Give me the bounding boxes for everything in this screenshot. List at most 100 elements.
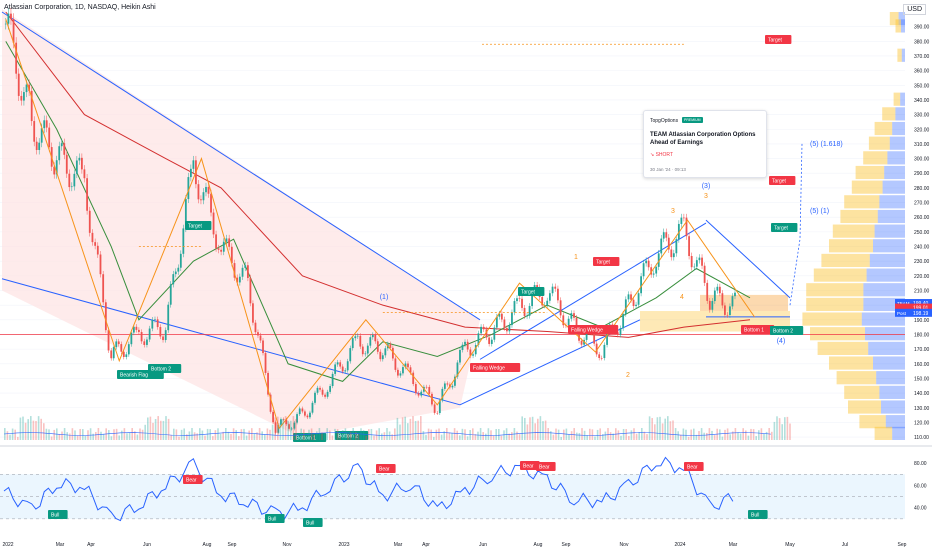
candle-body [58,146,61,161]
target-label-text: Target [596,260,611,266]
price-tick: 210.00 [914,288,930,294]
price-tick: 370.00 [914,54,930,60]
rsi-bear-label [520,461,540,470]
candle-body [306,415,309,418]
price-tick: 360.00 [914,69,930,75]
publication-author[interactable]: TopgOptions [650,118,679,124]
vp-bar-down [874,224,905,238]
volume-bar [417,420,419,440]
volume-bar [435,429,438,440]
vp-bar-down [887,151,905,165]
volume-bar [14,429,16,440]
volume-bar [219,433,222,440]
currency-badge[interactable]: USD [903,4,926,15]
candle-body [585,331,588,340]
volume-bar [209,429,211,440]
target-label-bg [518,287,545,296]
candle-body [174,271,177,275]
volume-bar [479,428,482,440]
candle-body [135,326,138,330]
volume-bar [750,428,752,440]
price-tick: 130.00 [914,406,930,412]
ma-long [5,11,751,338]
candle-body [4,23,7,25]
wave-number: 3 [671,208,675,215]
volume-bar [357,433,360,440]
candle-body [369,337,372,346]
candle-body [472,354,474,356]
falling-wedge-label [568,325,619,334]
candle-body [498,313,501,317]
volume-bar [71,428,74,440]
falling-wedge-label-bg [568,325,619,334]
candle-body [314,392,316,403]
volume-bar [22,416,24,440]
candle-body [140,332,143,342]
volume-bar [682,428,685,440]
candle-body [359,335,362,347]
candle-body [485,329,488,338]
volume-bar [552,434,555,440]
volume-bar [230,433,232,440]
volume-bar [485,433,487,440]
candle-body [425,386,428,388]
volume-bar [412,416,414,440]
candle-body [272,411,274,423]
volume-bar [326,428,328,440]
candle-body [215,234,217,249]
volume-bar [765,431,768,440]
candle-body [635,304,637,306]
candle-body [23,92,25,101]
candle-body [164,330,167,341]
wave-number: 4 [680,294,684,301]
candle-body [177,267,180,272]
volume-bar [461,428,464,440]
candle-body [366,345,369,354]
price-tick: 150.00 [914,376,930,382]
volume-bar [713,435,716,440]
publication-card[interactable]: TopgOptions PREMIUM TEAM Atlassian Corpo… [643,110,767,178]
volume-bar [196,433,198,440]
rsi-bull-label-text: Bull [51,513,59,519]
candle-body [298,408,301,415]
candle-body [102,274,105,303]
volume-bar [503,430,505,440]
candle-body [40,128,43,143]
candle-body [351,338,354,349]
vp-bar-down [884,165,905,180]
volume-bar [596,429,599,440]
volume-bar [152,422,154,440]
time-tick: 2022 [2,542,13,548]
falling-wedge-label-text: Falling Wedge [473,366,505,372]
volume-bar [175,429,178,440]
volume-bar [399,424,401,440]
volume-bar [656,417,659,440]
volume-bar [534,423,536,440]
price-tick: 350.00 [914,83,930,89]
volume-bar [539,416,542,440]
candle-body [63,143,66,155]
volume-bar [625,429,627,440]
candle-body [655,266,658,274]
candle-body [690,256,693,268]
candle-body [120,344,123,352]
candles [4,7,736,435]
price-tick: 140.00 [914,391,930,397]
volume-bar [30,416,32,440]
volume-bar [440,434,443,440]
volume-bar [84,435,87,440]
candle-body [685,217,688,237]
candle-body [570,313,573,319]
candle-body [513,301,516,313]
volume-bar [284,416,287,440]
target-label-bg [185,221,212,230]
target-label-bg [769,176,796,185]
candle-body [247,265,249,278]
publication-title[interactable]: TEAM Atlassian Corporation Options Ahead… [650,132,756,146]
volume-bar [786,416,789,440]
candle-body [554,286,557,289]
candle-body [257,332,259,336]
price-tick: 260.00 [914,215,930,221]
candle-body [290,428,293,430]
